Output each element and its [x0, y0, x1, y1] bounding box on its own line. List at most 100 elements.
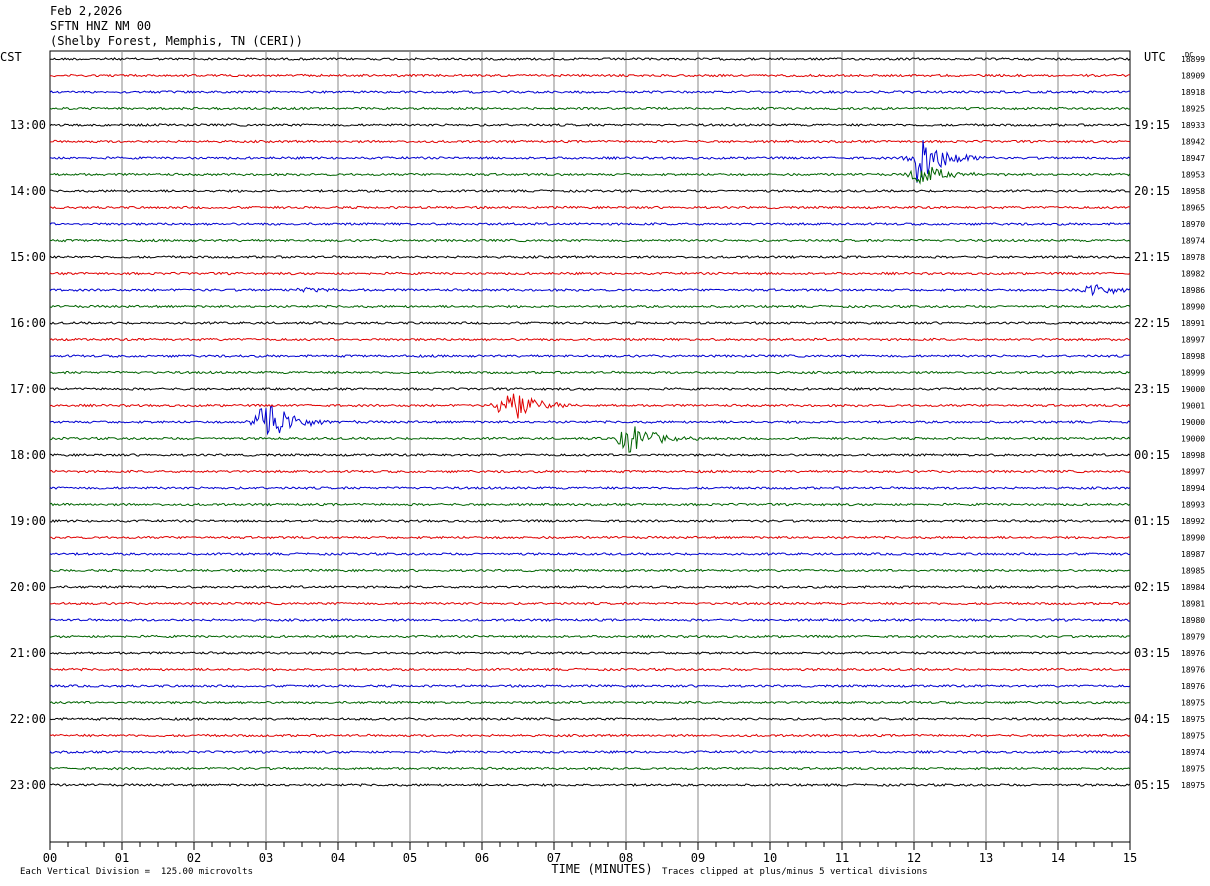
left-time-label: 20:00	[10, 580, 46, 594]
right-time-label: 19:15	[1134, 118, 1170, 132]
x-tick-label: 14	[1051, 851, 1065, 865]
trace-30	[49, 552, 1131, 556]
scale-note: Each Vertical Division = 125.00 microvol…	[20, 867, 253, 877]
trace-18	[49, 354, 1131, 358]
dc-value: 18994	[1181, 484, 1205, 493]
trace-22	[49, 405, 1131, 436]
dc-value: 18997	[1181, 336, 1205, 345]
dc-value: 18986	[1181, 286, 1205, 295]
trace-2	[49, 90, 1131, 94]
dc-value: 18976	[1181, 649, 1205, 658]
dc-value: 18982	[1181, 270, 1205, 279]
trace-17	[49, 337, 1131, 342]
right-time-label: 20:15	[1134, 184, 1170, 198]
trace-19	[49, 370, 1131, 375]
dc-value: 18976	[1181, 666, 1205, 675]
trace-28	[49, 519, 1131, 523]
trace-5	[50, 139, 1131, 144]
trace-12	[49, 255, 1131, 259]
left-time-label: 13:00	[10, 118, 46, 132]
trace-38	[49, 684, 1131, 688]
left-time-label: 19:00	[10, 514, 46, 528]
right-time-label: 22:15	[1134, 316, 1170, 330]
x-tick-label: 05	[403, 851, 417, 865]
location-label: (Shelby Forest, Memphis, TN (CERI))	[50, 34, 303, 48]
left-time-label: 16:00	[10, 316, 46, 330]
trace-40	[49, 717, 1131, 721]
right-time-label: 03:15	[1134, 646, 1170, 660]
dc-value: 18999	[1181, 369, 1205, 378]
dc-value: 18975	[1181, 781, 1205, 790]
dc-value: 19000	[1181, 418, 1205, 427]
right-time-label: 04:15	[1134, 712, 1170, 726]
x-tick-label: 02	[187, 851, 201, 865]
trace-24	[49, 453, 1131, 457]
dc-value: 18993	[1181, 501, 1205, 510]
x-tick-label: 11	[835, 851, 849, 865]
right-time-label: 00:15	[1134, 448, 1170, 462]
dc-value: 18981	[1181, 600, 1205, 609]
x-tick-label: 09	[691, 851, 705, 865]
trace-41	[49, 733, 1131, 738]
x-tick-label: 08	[619, 851, 633, 865]
left-time-label: 18:00	[10, 448, 46, 462]
dc-value: 18975	[1181, 732, 1205, 741]
trace-23	[49, 426, 1131, 453]
plot-frame	[49, 50, 1131, 843]
dc-value: 18942	[1181, 138, 1205, 147]
dc-value: 18987	[1181, 550, 1205, 559]
x-tick-label: 03	[259, 851, 273, 865]
dc-value: 18947	[1181, 154, 1205, 163]
dc-value: 18933	[1181, 121, 1205, 130]
trace-25	[49, 469, 1131, 474]
x-tick-label: 06	[475, 851, 489, 865]
trace-26	[49, 486, 1131, 490]
clip-note: Traces clipped at plus/minus 5 vertical …	[662, 867, 928, 877]
trace-39	[49, 700, 1131, 705]
trace-20	[50, 387, 1131, 391]
trace-42	[49, 750, 1131, 754]
right-time-label: 02:15	[1134, 580, 1170, 594]
trace-1	[49, 73, 1131, 78]
trace-37	[49, 667, 1131, 672]
dc-value: 18925	[1181, 105, 1205, 114]
trace-8	[49, 189, 1131, 193]
left-time-label: 22:00	[10, 712, 46, 726]
station-label: SFTN HNZ NM 00	[50, 19, 152, 33]
trace-11	[49, 238, 1131, 243]
dc-value: 18953	[1181, 171, 1205, 180]
dc-value: 18899	[1181, 55, 1205, 64]
trace-31	[49, 568, 1131, 573]
trace-33	[49, 601, 1131, 606]
left-time-label: 21:00	[10, 646, 46, 660]
dc-value: 18980	[1181, 616, 1205, 625]
dc-value: 18975	[1181, 765, 1205, 774]
dc-value: 18918	[1181, 88, 1205, 97]
trace-0	[50, 57, 1131, 61]
trace-36	[49, 651, 1130, 655]
dc-value: 18958	[1181, 187, 1205, 196]
dc-value: 18990	[1181, 303, 1205, 312]
dc-value: 18965	[1181, 204, 1205, 213]
right-time-label: 05:15	[1134, 778, 1170, 792]
utc-label: UTC	[1144, 50, 1166, 64]
dc-value: 18975	[1181, 699, 1205, 708]
trace-16	[49, 321, 1131, 325]
dc-value: 19001	[1181, 402, 1205, 411]
dc-value: 18978	[1181, 253, 1205, 262]
trace-4	[49, 123, 1131, 127]
left-time-label: 23:00	[10, 778, 46, 792]
trace-32	[49, 585, 1131, 589]
x-axis-title: TIME (MINUTES)	[551, 862, 652, 876]
trace-21	[49, 393, 1131, 419]
x-tick-label: 01	[115, 851, 129, 865]
x-tick-label: 12	[907, 851, 921, 865]
trace-44	[49, 783, 1131, 787]
dc-value: 18990	[1181, 534, 1205, 543]
dc-value: 18992	[1181, 517, 1205, 526]
trace-9	[49, 205, 1131, 210]
trace-6	[49, 140, 1131, 183]
right-time-label: 23:15	[1134, 382, 1170, 396]
trace-43	[49, 766, 1131, 771]
